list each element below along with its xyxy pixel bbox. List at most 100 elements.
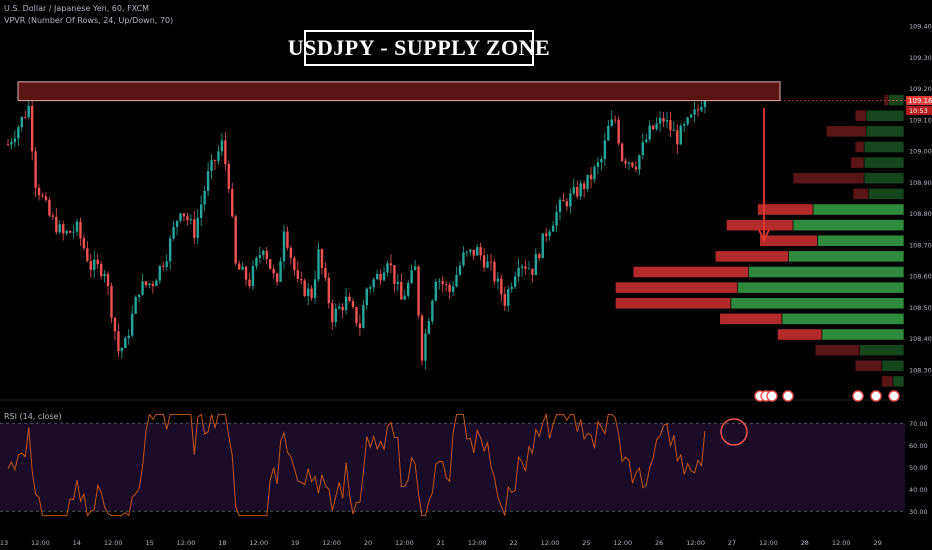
rsi-tick-label: 40.00 bbox=[909, 486, 928, 494]
candle-up bbox=[158, 265, 161, 281]
candle-up bbox=[665, 120, 669, 122]
time-tick-label: 12:00 bbox=[541, 539, 560, 547]
vp-down-bar bbox=[854, 141, 865, 153]
candle-down bbox=[696, 109, 700, 111]
candle-up bbox=[513, 276, 517, 287]
rsi-band bbox=[0, 399, 905, 512]
price-tick-label: 108.300 bbox=[909, 366, 932, 374]
price-tick-label: 108.400 bbox=[909, 335, 932, 343]
candle-down bbox=[30, 105, 34, 152]
vp-down-bar bbox=[850, 156, 865, 169]
candle-down bbox=[151, 283, 155, 287]
event-marker-icon bbox=[888, 390, 900, 402]
rsi-label: RSI (14, close) bbox=[4, 412, 62, 421]
candle-up bbox=[496, 278, 500, 282]
candle-down bbox=[44, 196, 48, 201]
candle-down bbox=[327, 277, 331, 304]
candle-down bbox=[320, 249, 324, 269]
vp-down-bar bbox=[814, 344, 860, 357]
candle-down bbox=[538, 254, 541, 259]
candle-up bbox=[344, 296, 348, 311]
candle-down bbox=[355, 307, 358, 324]
title-box: USDJPY - SUPPLY ZONE bbox=[288, 30, 550, 66]
candle-up bbox=[462, 252, 465, 266]
candle-up bbox=[279, 261, 282, 282]
candle-up bbox=[607, 125, 610, 141]
candle-down bbox=[41, 195, 44, 197]
candle-up bbox=[555, 212, 558, 226]
candle-up bbox=[165, 261, 168, 267]
candle-up bbox=[638, 155, 641, 170]
candle-up bbox=[431, 300, 434, 322]
candle-down bbox=[676, 130, 679, 145]
candle-up bbox=[334, 308, 337, 323]
candle-down bbox=[51, 215, 55, 217]
time-tick-label: 22 bbox=[509, 539, 517, 547]
vp-down-bar bbox=[726, 219, 794, 232]
candle-down bbox=[400, 281, 403, 300]
rsi-series-line bbox=[7, 412, 706, 517]
candle-up bbox=[317, 249, 320, 280]
candle-up bbox=[658, 117, 662, 124]
down-arrow-head bbox=[758, 229, 770, 243]
price-tick-label: 108.500 bbox=[909, 304, 932, 312]
vp-down-bar bbox=[714, 250, 789, 263]
time-tick-label: 20 bbox=[364, 539, 372, 547]
candle-up bbox=[645, 139, 648, 143]
candle-down bbox=[110, 285, 113, 318]
price-tick-label: 108.700 bbox=[909, 241, 932, 249]
candle-down bbox=[624, 160, 627, 164]
candle-up bbox=[655, 123, 658, 130]
vp-up-bar bbox=[863, 141, 905, 153]
price-tick-label: 109.200 bbox=[909, 85, 932, 93]
candle-up bbox=[365, 288, 368, 306]
candle-down bbox=[79, 221, 82, 239]
candle-down bbox=[448, 284, 451, 292]
time-tick-label: 29 bbox=[873, 539, 881, 547]
time-tick-label: 12:00 bbox=[177, 539, 196, 547]
vp-up-bar bbox=[817, 234, 905, 247]
vp-up-bar bbox=[812, 203, 905, 216]
candle-up bbox=[179, 213, 182, 221]
candle-up bbox=[465, 251, 469, 253]
candle-down bbox=[237, 263, 241, 270]
price-tick-label: 109.100 bbox=[909, 116, 932, 124]
candle-down bbox=[89, 260, 92, 270]
candle-up bbox=[134, 297, 137, 314]
vp-down-bar bbox=[792, 172, 865, 185]
candle-down bbox=[213, 160, 217, 161]
price-tick-label: 108.800 bbox=[909, 210, 932, 218]
candle-down bbox=[441, 280, 444, 285]
candle-up bbox=[610, 119, 613, 126]
vp-up-bar bbox=[868, 187, 905, 200]
candle-down bbox=[482, 255, 486, 268]
supply-zone[interactable] bbox=[17, 81, 906, 243]
candle-down bbox=[331, 303, 334, 323]
candle-down bbox=[489, 261, 493, 263]
candle-down bbox=[393, 265, 396, 284]
vp-down-bar bbox=[615, 297, 732, 310]
candle-down bbox=[351, 301, 355, 308]
time-tick-label: 12:00 bbox=[832, 539, 851, 547]
candle-down bbox=[269, 259, 272, 269]
candle-up bbox=[700, 106, 703, 111]
candle-up bbox=[572, 187, 575, 194]
candle-up bbox=[455, 274, 458, 287]
time-tick-label: 25 bbox=[582, 539, 590, 547]
vp-down-bar bbox=[632, 266, 749, 278]
candle-up bbox=[469, 249, 472, 252]
candle-up bbox=[596, 162, 600, 167]
vp-down-bar bbox=[825, 125, 867, 138]
candle-down bbox=[231, 188, 234, 217]
candle-down bbox=[500, 278, 503, 295]
candle-down bbox=[620, 143, 624, 161]
candle-down bbox=[293, 257, 296, 271]
time-tick-label: 19 bbox=[291, 539, 299, 547]
candle-up bbox=[517, 267, 520, 277]
candle-up bbox=[103, 273, 106, 277]
axes: 108.300 108.400 108.500 108.600 108.700 108.8… bbox=[0, 23, 932, 547]
candle-down bbox=[614, 119, 617, 121]
rsi-line bbox=[7, 412, 748, 517]
vp-up-bar bbox=[748, 266, 905, 278]
